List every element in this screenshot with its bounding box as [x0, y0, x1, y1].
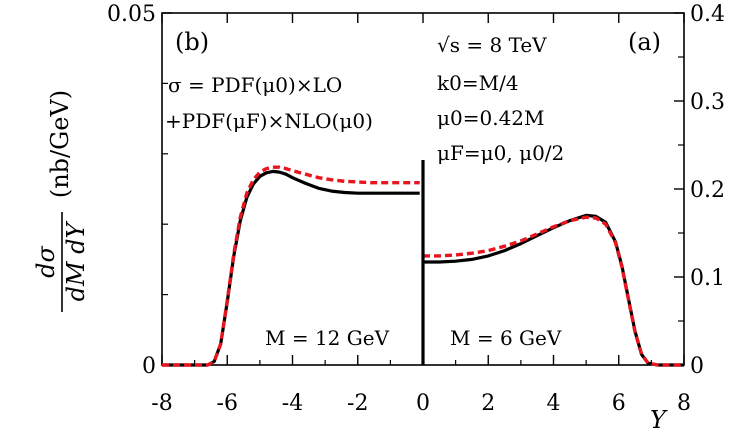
right-y-tick-label: 0: [690, 354, 704, 379]
x-tick-label: -2: [347, 391, 368, 416]
x-tick-label: -8: [151, 391, 172, 416]
panel-label-a: (a): [628, 28, 661, 56]
x-tick-label: 8: [677, 391, 691, 416]
y-axis-label-numerator: dσ: [32, 246, 60, 278]
tick-labels: -8 -6 -4 -2 0 2 4 6 8 0 0.05 0 0.1 0.2 0.3 0.4: [107, 2, 725, 416]
x-tick-label: 0: [416, 391, 430, 416]
param-k0: k0=M/4: [437, 71, 519, 95]
series-right-dashed: [423, 215, 684, 367]
x-tick-label: -4: [282, 391, 303, 416]
formula-line-2: +PDF(μF)×NLO(μ0): [165, 109, 373, 133]
right-y-tick-label: 0.2: [690, 178, 725, 203]
formula-line-1: σ = PDF(μ0)×LO: [168, 73, 342, 97]
right-y-tick-label: 0.1: [690, 266, 725, 291]
mass-label-left: M = 12 GeV: [265, 326, 390, 350]
curves: [162, 165, 684, 367]
panel-label-b: (b): [175, 28, 209, 56]
param-muF: μF=μ0, μ0/2: [437, 141, 564, 165]
mass-label-right: M = 6 GeV: [450, 326, 562, 350]
series-right-solid: [423, 213, 684, 367]
left-y-tick-label: 0: [142, 354, 156, 379]
right-y-tick-label: 0.3: [690, 90, 725, 115]
y-axis-label: dσ dM dY (nb/GeV): [32, 90, 90, 312]
param-mu0: μ0=0.42M: [437, 106, 545, 130]
x-tick-label: 4: [547, 391, 561, 416]
y-axis-label-units: (nb/GeV): [46, 90, 74, 198]
series-left-dashed: [162, 165, 420, 367]
left-y-tick-label: 0.05: [107, 2, 156, 27]
x-axis-label: Y: [650, 406, 668, 434]
x-tick-label: 2: [481, 391, 495, 416]
param-sqrt-s: √s = 8 TeV: [437, 33, 547, 57]
y-axis-label-denominator: dM dY: [62, 220, 90, 301]
x-tick-label: 6: [612, 391, 626, 416]
right-y-tick-label: 0.4: [690, 2, 725, 27]
x-tick-label: -6: [217, 391, 238, 416]
